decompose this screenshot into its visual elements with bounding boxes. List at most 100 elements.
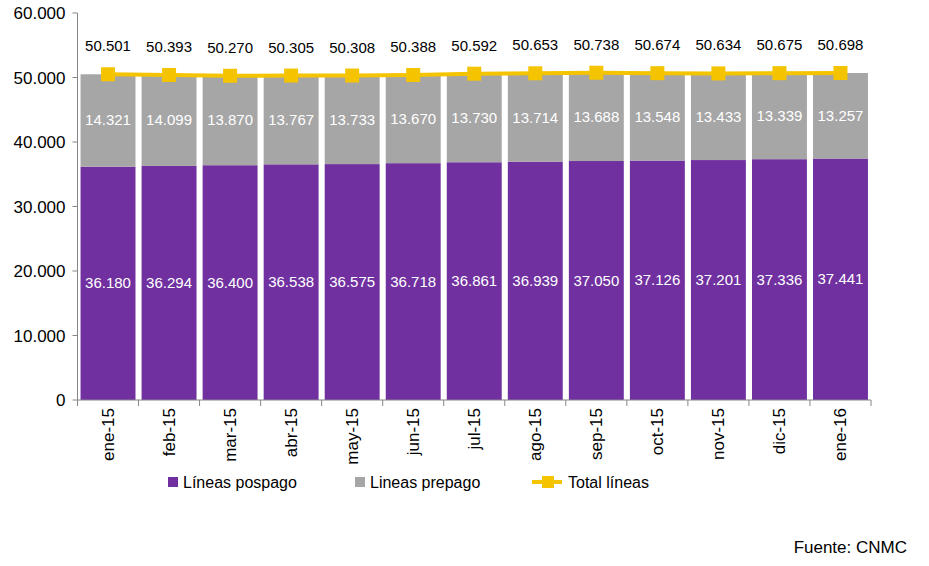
chart: 010.00020.00030.00040.00050.00060.00036.… — [0, 0, 929, 566]
bar-segment — [569, 161, 624, 400]
bar-label: 36.180 — [85, 274, 131, 291]
y-tick-label: 0 — [56, 391, 65, 410]
y-tick-label: 40.000 — [14, 133, 66, 152]
y-tick — [73, 77, 78, 78]
line-marker — [284, 69, 298, 83]
legend: Líneas pospagoLineas prepagoTotal líneas — [168, 474, 649, 491]
bar-segment — [81, 167, 136, 400]
plot-area — [81, 66, 868, 400]
line-marker — [711, 66, 725, 80]
bar-label: 14.099 — [146, 111, 192, 128]
total-label: 50.308 — [329, 39, 375, 56]
bar-label: 14.321 — [85, 111, 131, 128]
total-label: 50.634 — [695, 36, 741, 53]
x-tick — [199, 400, 200, 406]
line-marker — [589, 66, 603, 80]
y-tick-label: 20.000 — [14, 262, 66, 281]
bar-segment — [508, 162, 563, 400]
line-marker — [345, 69, 359, 83]
bar-segment — [447, 162, 502, 400]
y-tick — [73, 335, 78, 336]
line-marker — [833, 66, 847, 80]
bar-segment — [203, 165, 258, 400]
y-tick-label: 10.000 — [14, 327, 66, 346]
bar-segment — [813, 73, 868, 159]
x-tick — [871, 400, 872, 406]
bar-label: 37.126 — [634, 271, 680, 288]
x-tick-label: ene-15 — [99, 408, 118, 461]
x-tick — [321, 400, 322, 406]
line-marker — [772, 66, 786, 80]
bar-label: 13.670 — [390, 110, 436, 127]
total-label: 50.388 — [390, 38, 436, 55]
x-tick-label: oct-15 — [648, 408, 667, 455]
legend-swatch — [168, 477, 178, 487]
y-tick — [73, 271, 78, 272]
line-marker — [162, 68, 176, 82]
bar-label: 13.688 — [573, 108, 619, 125]
total-label: 50.270 — [207, 39, 253, 56]
x-tick-label: may-15 — [343, 408, 362, 465]
bar-label: 36.538 — [268, 273, 314, 290]
line-marker — [528, 66, 542, 80]
bar-label: 13.870 — [207, 111, 253, 128]
legend-label: Líneas pospago — [183, 474, 297, 491]
y-tick — [73, 13, 78, 14]
legend-label: Lineas prepago — [370, 474, 480, 491]
bar-label: 36.400 — [207, 274, 253, 291]
x-tick-label: jul-15 — [465, 408, 484, 451]
bar-label: 13.767 — [268, 111, 314, 128]
y-tick — [73, 206, 78, 207]
bar-segment — [691, 160, 746, 400]
y-tick — [73, 142, 78, 143]
bar-label: 36.861 — [451, 272, 497, 289]
x-tick — [77, 400, 78, 406]
bar-segment — [752, 73, 807, 159]
x-tick — [443, 400, 444, 406]
legend-marker — [542, 476, 554, 488]
bar-segment — [325, 76, 380, 165]
x-tick-label: dic-15 — [770, 408, 789, 454]
line-marker — [223, 69, 237, 83]
bar-label: 13.433 — [695, 108, 741, 125]
total-label: 50.501 — [85, 37, 131, 54]
total-label: 50.653 — [512, 36, 558, 53]
line-marker — [406, 68, 420, 82]
bar-segment — [569, 73, 624, 161]
bar-segment — [630, 73, 685, 160]
x-tick-label: ago-15 — [526, 408, 545, 461]
bar-label: 13.730 — [451, 109, 497, 126]
total-label: 50.738 — [573, 36, 619, 53]
bar-label: 13.733 — [329, 111, 375, 128]
x-tick — [626, 400, 627, 406]
bar-segment — [447, 74, 502, 163]
x-tick — [687, 400, 688, 406]
x-tick — [565, 400, 566, 406]
bar-segment — [752, 159, 807, 400]
bar-segment — [630, 161, 685, 400]
y-tick — [73, 400, 78, 401]
line-marker — [467, 67, 481, 81]
bar-label: 13.257 — [818, 107, 864, 124]
x-tick-label: nov-15 — [709, 408, 728, 460]
total-label: 50.393 — [146, 38, 192, 55]
total-label: 50.674 — [634, 36, 680, 53]
line-marker — [650, 66, 664, 80]
bar-segment — [142, 166, 197, 400]
total-label: 50.698 — [818, 36, 864, 53]
bar-label: 37.336 — [756, 271, 802, 288]
bar-segment — [203, 76, 258, 165]
y-tick-label: 60.000 — [14, 4, 66, 23]
bar-segment — [264, 164, 319, 400]
bar-segment — [264, 76, 319, 165]
x-tick-label: feb-15 — [160, 408, 179, 456]
bar-segment — [386, 75, 441, 163]
total-label: 50.675 — [756, 36, 802, 53]
data-labels: 36.18036.29436.40036.53836.57536.71836.8… — [85, 36, 863, 292]
total-label: 50.305 — [268, 39, 314, 56]
bar-label: 13.548 — [634, 108, 680, 125]
x-tick-label: mar-15 — [221, 408, 240, 462]
bar-segment — [508, 73, 563, 161]
x-tick — [260, 400, 261, 406]
x-tick-label: sep-15 — [587, 408, 606, 460]
